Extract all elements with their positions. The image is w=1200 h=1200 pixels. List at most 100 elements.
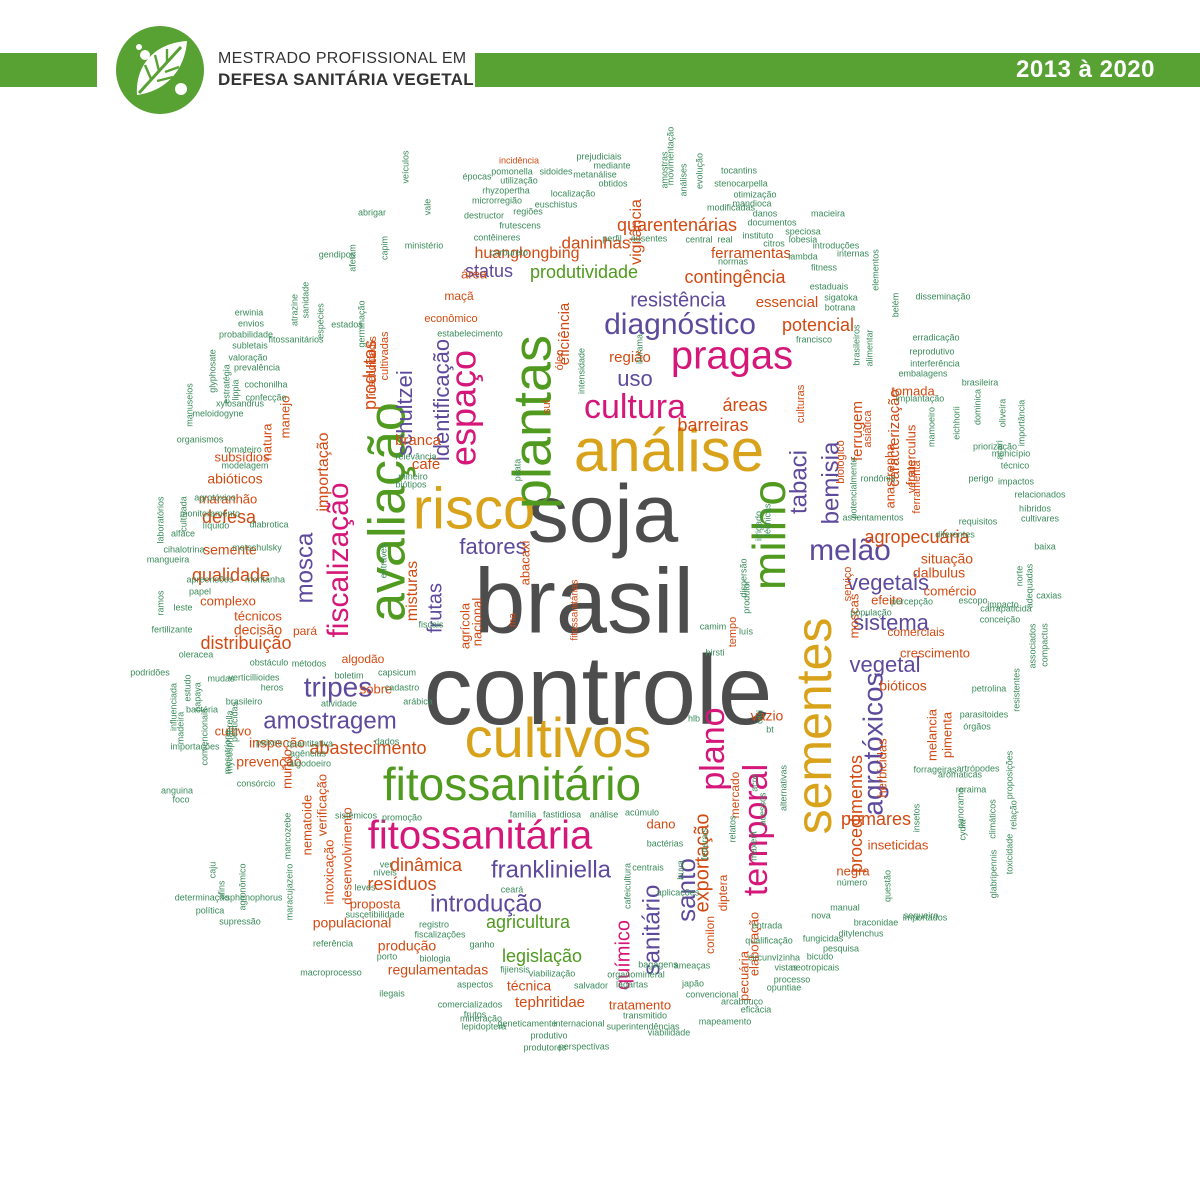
cloud-word: brasileiro xyxy=(226,696,263,706)
cloud-word: opuntiae xyxy=(767,982,802,992)
cloud-word: elaboração xyxy=(746,912,761,976)
cloud-word: biologia xyxy=(419,953,450,963)
cloud-word: pesticidas xyxy=(229,701,239,742)
cloud-word: dominica xyxy=(972,389,982,425)
cloud-word: leves xyxy=(354,882,376,892)
cloud-word: diptera xyxy=(716,874,730,911)
cloud-word: identificação xyxy=(429,339,454,461)
cloud-word: inseticidas xyxy=(868,837,929,852)
cloud-word: climáticos xyxy=(987,799,997,839)
cloud-word: assentamentos xyxy=(842,512,904,522)
cloud-word: registro xyxy=(419,919,449,929)
cloud-word: agronômico xyxy=(237,863,247,910)
cloud-word: convencionais xyxy=(199,708,209,766)
cloud-word: diabrotica xyxy=(249,519,288,529)
cloud-word: moscas xyxy=(846,593,861,638)
cloud-word: técnico xyxy=(1001,460,1030,470)
cloud-word: circunvizinha xyxy=(748,952,800,962)
cloud-word: técnicas xyxy=(762,503,772,537)
cloud-word: fertilizante xyxy=(151,624,192,634)
cloud-word: número xyxy=(837,877,868,887)
cloud-word: cultivares xyxy=(1021,513,1060,523)
cloud-word: misturas xyxy=(404,561,421,621)
cloud-word: estudo xyxy=(182,674,192,701)
cloud-word: soja xyxy=(528,469,679,560)
cloud-word: maidis xyxy=(367,336,379,368)
cloud-word: eichhorii xyxy=(951,406,961,440)
cloud-word: internacional xyxy=(553,1018,604,1028)
cloud-word: organomineral xyxy=(607,969,665,979)
cloud-word: alface xyxy=(171,528,195,538)
cloud-word: inspeção xyxy=(249,735,305,751)
cloud-word: biótipos xyxy=(395,479,427,489)
cloud-word: comércio xyxy=(924,583,977,598)
cloud-word: artrópodes xyxy=(956,763,1000,773)
cloud-word: dano xyxy=(647,816,676,831)
cloud-word: ditylenchus xyxy=(838,928,884,938)
cloud-word: potencialmente xyxy=(848,457,858,518)
cloud-word: algodão xyxy=(342,652,385,666)
cloud-word: melão xyxy=(809,534,891,567)
cloud-word: procedimentos xyxy=(846,755,866,873)
cloud-word: produção xyxy=(378,938,437,954)
cloud-word: produtos xyxy=(360,340,380,410)
cloud-word: aromáticas xyxy=(938,769,983,779)
cloud-word: legislação xyxy=(502,946,582,966)
cloud-word: modificadas xyxy=(707,202,756,212)
cloud-word: pragas xyxy=(671,334,793,378)
cloud-word: conceição xyxy=(980,614,1021,624)
cloud-word: boletim xyxy=(334,670,363,680)
cloud-word: impactos xyxy=(998,476,1035,486)
cloud-word: suscetibilidade xyxy=(345,909,404,919)
cloud-word: mapeamento xyxy=(699,1016,752,1026)
cloud-word: modelagem xyxy=(221,460,268,470)
cloud-word: pomonella xyxy=(491,166,533,176)
cloud-word: culturas xyxy=(795,384,807,423)
cloud-word: verticillioides xyxy=(228,672,280,682)
cloud-word: algodoeiro xyxy=(289,758,331,768)
cloud-word: tocantins xyxy=(721,165,758,175)
cloud-word: alimentar xyxy=(864,329,874,366)
cloud-word: capsicum xyxy=(378,667,416,677)
cloud-word: pimenta xyxy=(939,711,954,758)
cloud-word: erwinia xyxy=(235,307,264,317)
cloud-word: agrotóxico xyxy=(194,492,236,502)
cloud-word: decisão xyxy=(234,622,282,638)
cloud-word: cultivadas xyxy=(379,331,391,380)
cloud-word: carbureto xyxy=(490,247,528,257)
cloud-word: estados xyxy=(331,319,363,329)
cloud-word: líquido xyxy=(203,520,230,530)
cloud-word: central xyxy=(685,234,712,244)
cloud-word: normas xyxy=(718,256,749,266)
cloud-word: transmitido xyxy=(623,1010,667,1020)
cloud-word: heros xyxy=(261,682,284,692)
cloud-word: mineração xyxy=(460,1013,502,1023)
cloud-word: população xyxy=(850,607,892,617)
cloud-word: importação xyxy=(315,432,332,511)
cloud-word: manual xyxy=(830,902,860,912)
cloud-word: herbicidas xyxy=(874,738,889,798)
cloud-word: acúmulo xyxy=(625,807,659,817)
cloud-word: botrana xyxy=(825,302,856,312)
cloud-word: evolução xyxy=(694,153,704,189)
cloud-word: otimização xyxy=(733,189,776,199)
cloud-word: speciosa xyxy=(785,226,821,236)
cloud-word: família xyxy=(510,809,537,819)
cloud-word: pará xyxy=(293,624,317,638)
cloud-word: tabaci xyxy=(785,450,812,514)
cloud-word: sobre xyxy=(360,681,393,696)
cloud-word: bactérias xyxy=(647,838,684,848)
cloud-word: qualificação xyxy=(745,935,793,945)
cloud-word: fiscalizações xyxy=(414,929,466,939)
cloud-word: relatos xyxy=(727,815,737,843)
cloud-word: brasileira xyxy=(962,377,999,387)
cloud-word: métodos xyxy=(292,658,327,668)
cloud-word: econômico xyxy=(424,313,477,325)
cloud-word: porto xyxy=(377,951,398,961)
cloud-word: citri xyxy=(754,710,764,724)
cloud-word: viabilidade xyxy=(648,1027,691,1037)
cloud-word: contingência xyxy=(684,267,786,287)
cloud-word: acari xyxy=(994,440,1004,460)
cloud-word: hlb xyxy=(688,713,700,723)
